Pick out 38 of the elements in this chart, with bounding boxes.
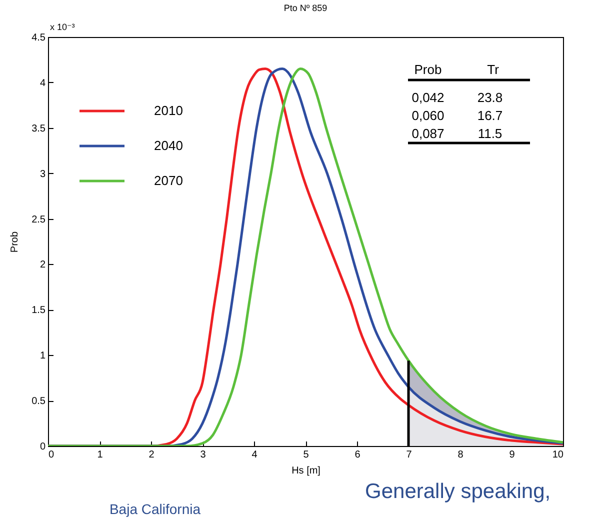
x-tick-label: 6	[354, 450, 361, 460]
text: Generally speaking,	[365, 480, 551, 503]
annotation: 11.5	[478, 126, 502, 141]
annotation: 0,060	[412, 108, 444, 123]
y-axis-title: Prob	[10, 231, 21, 253]
x-tick-label: 3	[200, 450, 206, 460]
y-tick-label: 1	[40, 350, 46, 362]
legend-label: 2040	[154, 138, 183, 153]
annotation: 23.8	[477, 90, 503, 105]
x-axis-title: Hs [m]	[292, 466, 321, 476]
text: x 10⁻³	[50, 22, 75, 32]
y-tick-label: 2.5	[32, 214, 46, 226]
x-tick-label: 8	[458, 450, 464, 460]
text: Baja California	[109, 501, 201, 517]
annotation: 0,087	[412, 126, 444, 141]
x-tick-label: 7	[406, 450, 412, 460]
legend-label: 2070	[154, 173, 183, 188]
legend-label: 2010	[154, 103, 183, 118]
y-tick-label: 3.5	[32, 123, 46, 134]
y-tick-label: 4	[40, 78, 46, 89]
x-tick-label: 10	[552, 450, 564, 460]
annotation: Prob	[414, 62, 442, 77]
y-tick-label: 4.5	[32, 32, 46, 44]
x-tick-label: 0	[48, 450, 54, 460]
x-tick-label: 1	[97, 450, 104, 460]
annotation: Tr	[487, 62, 500, 77]
y-tick-label: 0.5	[32, 396, 46, 408]
x-tick-label: 9	[509, 450, 516, 460]
x-tick-label: 4	[252, 450, 258, 460]
y-tick-label: 3	[40, 168, 46, 180]
x-tick-label: 5	[303, 450, 310, 460]
y-tick-label: 0	[40, 442, 46, 452]
y-tick-label: 1.5	[32, 305, 46, 316]
annotation: 16.7	[477, 108, 503, 123]
chart-title: Pto Nº 859	[284, 3, 328, 13]
y-tick-label: 2	[40, 260, 46, 271]
annotation: 0,042	[412, 90, 444, 105]
x-tick-label: 2	[148, 450, 155, 460]
